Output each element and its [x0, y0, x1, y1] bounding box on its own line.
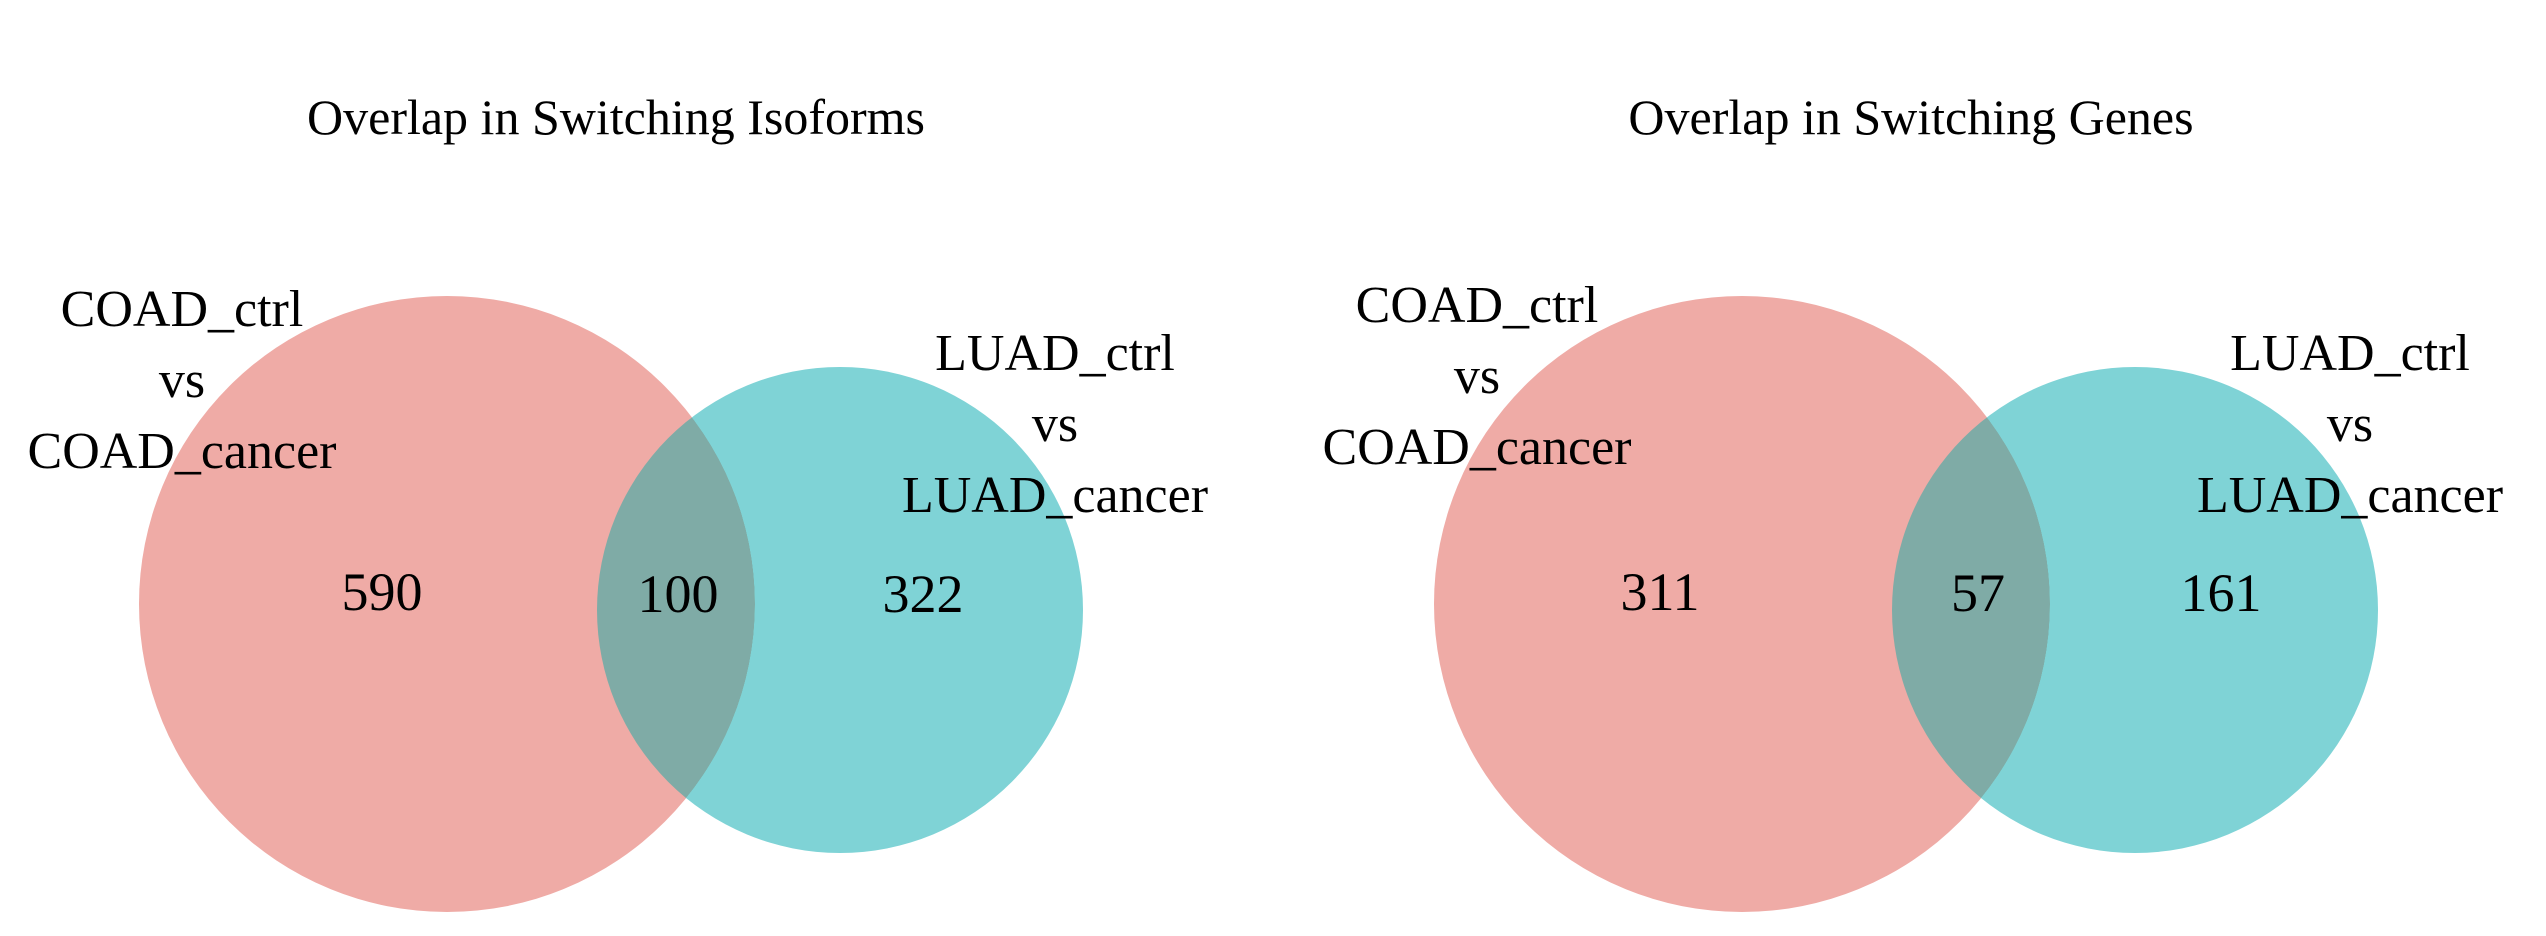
- isoforms-coad-label-line3: COAD_cancer: [27, 423, 337, 480]
- genes-luad-circle: [1892, 367, 2378, 853]
- isoforms-luad-label-line3: LUAD_cancer: [901, 467, 1209, 524]
- isoforms-coad-set-label: COAD_ctrl vs COAD_cancer: [28, 274, 337, 487]
- genes-luad-label-line3: LUAD_cancer: [2196, 467, 2504, 524]
- isoforms-luad-label-line1: LUAD_ctrl: [935, 325, 1175, 382]
- genes-venn-title: Overlap in Switching Genes: [1628, 89, 2194, 145]
- genes-luad-unique-count: 161: [2180, 563, 2262, 623]
- isoforms-luad-unique-count: 322: [882, 564, 964, 624]
- isoforms-venn-title: Overlap in Switching Isoforms: [307, 89, 925, 145]
- genes-luad-label-line2: vs: [2326, 396, 2374, 453]
- genes-coad-set-label: COAD_ctrl vs COAD_cancer: [1323, 270, 1632, 483]
- isoforms-luad-label-line2: vs: [1031, 396, 1079, 453]
- isoforms-luad-circle: [597, 367, 1083, 853]
- genes-coad-unique-count: 311: [1620, 562, 1700, 622]
- isoforms-overlap-count: 100: [637, 564, 719, 624]
- genes-coad-label-line3: COAD_cancer: [1322, 419, 1632, 476]
- isoforms-luad-set-label: LUAD_ctrl vs LUAD_cancer: [902, 318, 1208, 531]
- isoforms-coad-unique-count: 590: [341, 562, 423, 622]
- genes-coad-label-line2: vs: [1453, 348, 1501, 405]
- isoforms-coad-label-line2: vs: [158, 352, 206, 409]
- isoforms-coad-label-line1: COAD_ctrl: [60, 281, 304, 338]
- genes-coad-label-line1: COAD_ctrl: [1355, 277, 1599, 334]
- genes-luad-set-label: LUAD_ctrl vs LUAD_cancer: [2197, 318, 2503, 531]
- genes-luad-label-line1: LUAD_ctrl: [2230, 325, 2470, 382]
- genes-overlap-count: 57: [1951, 563, 2005, 623]
